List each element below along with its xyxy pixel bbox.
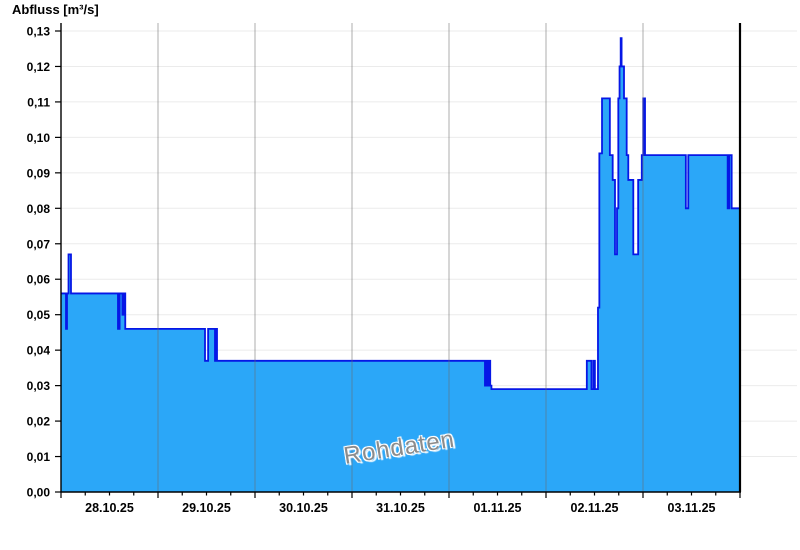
discharge-step-line — [61, 37, 740, 391]
y-tick-label: 0,04 — [27, 344, 51, 358]
y-tick-label: 0,13 — [27, 25, 51, 39]
x-day-label: 02.11.25 — [571, 501, 619, 515]
y-tick-label: 0,05 — [27, 308, 51, 322]
y-tick-label: 0,12 — [27, 60, 51, 74]
y-tick-label: 0,07 — [27, 237, 51, 251]
y-tick-label: 0,03 — [27, 379, 51, 393]
y-tick-label: 0,00 — [27, 486, 51, 500]
y-tick-label: 0,06 — [27, 273, 51, 287]
x-day-label: 01.11.25 — [474, 501, 522, 515]
y-tick-label: 0,10 — [27, 131, 51, 145]
discharge-area — [61, 38, 740, 492]
chart-title: Abfluss [m³/s] — [12, 2, 99, 17]
x-day-label: 29.10.25 — [182, 501, 231, 515]
y-tick-label: 0,08 — [27, 202, 51, 216]
y-tick-label: 0,01 — [27, 450, 51, 464]
y-tick-label: 0,11 — [27, 95, 50, 109]
x-day-label: 03.11.25 — [668, 501, 716, 515]
x-day-label: 28.10.25 — [85, 501, 134, 515]
y-tick-label: 0,02 — [27, 415, 51, 429]
x-day-label: 30.10.25 — [279, 501, 328, 515]
y-tick-label: 0,09 — [27, 166, 51, 180]
x-day-label: 31.10.25 — [376, 501, 425, 515]
